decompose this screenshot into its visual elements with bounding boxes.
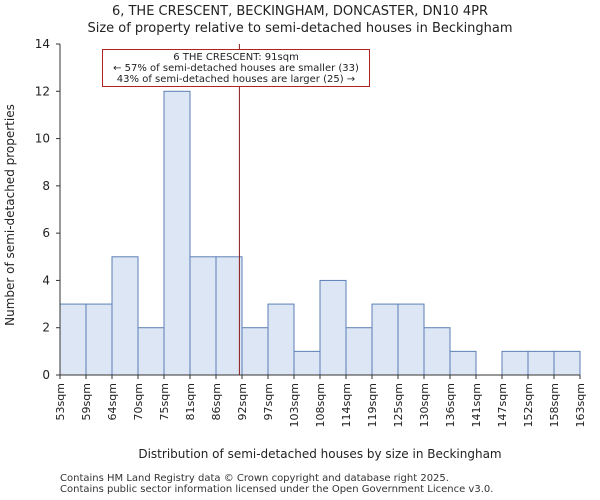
bar-130sqm bbox=[423, 327, 451, 376]
x-tick-label: 130sqm bbox=[418, 383, 431, 427]
x-tick-label: 92sqm bbox=[236, 383, 249, 420]
bar-158sqm bbox=[553, 350, 581, 376]
bar-119sqm bbox=[371, 303, 399, 376]
bar-108sqm bbox=[319, 279, 347, 376]
property-annotation-box: 6 THE CRESCENT: 91sqm ← 57% of semi-deta… bbox=[102, 49, 370, 87]
x-tick-label: 53sqm bbox=[54, 383, 67, 420]
x-tick-label: 125sqm bbox=[392, 383, 405, 427]
x-tick-label: 97sqm bbox=[262, 383, 275, 420]
x-tick-label: 158sqm bbox=[548, 383, 561, 427]
x-tick-label: 75sqm bbox=[158, 383, 171, 420]
bar-64sqm bbox=[111, 256, 139, 376]
annotation-line2: ← 57% of semi-detached houses are smalle… bbox=[113, 63, 359, 74]
x-tick-label: 114sqm bbox=[340, 383, 353, 427]
y-tick-label: 8 bbox=[42, 179, 50, 193]
bar-136sqm bbox=[449, 350, 477, 376]
bar-125sqm bbox=[397, 303, 425, 376]
x-tick-label: 108sqm bbox=[314, 383, 327, 427]
x-tick-label: 152sqm bbox=[522, 383, 535, 427]
x-tick-label: 64sqm bbox=[106, 383, 119, 420]
x-tick-label: 147sqm bbox=[496, 383, 509, 427]
x-tick-label: 136sqm bbox=[444, 383, 457, 427]
x-tick-label: 163sqm bbox=[574, 383, 587, 427]
x-axis-label: Distribution of semi-detached houses by … bbox=[138, 447, 501, 461]
y-tick-label: 4 bbox=[42, 273, 50, 287]
x-tick-label: 70sqm bbox=[132, 383, 145, 420]
y-tick-label: 14 bbox=[35, 37, 50, 51]
bar-114sqm bbox=[345, 327, 373, 376]
footer-line2: Contains public sector information licen… bbox=[60, 484, 494, 495]
annotation-line1: 6 THE CRESCENT: 91sqm bbox=[173, 52, 299, 63]
bar-59sqm bbox=[85, 303, 113, 376]
bar-92sqm bbox=[241, 327, 269, 376]
bar-70sqm bbox=[137, 327, 165, 376]
bar-152sqm bbox=[527, 350, 555, 376]
y-tick-label: 0 bbox=[42, 368, 50, 382]
y-tick-label: 6 bbox=[42, 226, 50, 240]
x-tick-label: 141sqm bbox=[470, 383, 483, 427]
bar-147sqm bbox=[501, 350, 529, 376]
x-tick-label: 119sqm bbox=[366, 383, 379, 427]
x-tick-label: 81sqm bbox=[184, 383, 197, 420]
x-tick-label: 103sqm bbox=[288, 383, 301, 427]
bar-53sqm bbox=[59, 303, 87, 376]
x-tick-label: 59sqm bbox=[80, 383, 93, 420]
bar-86sqm bbox=[215, 256, 243, 376]
annotation-line3: 43% of semi-detached houses are larger (… bbox=[116, 74, 356, 85]
bar-97sqm bbox=[267, 303, 295, 376]
y-axis-label: Number of semi-detached properties bbox=[3, 104, 17, 326]
bar-103sqm bbox=[293, 350, 321, 376]
bar-75sqm bbox=[163, 90, 191, 376]
x-tick-label: 86sqm bbox=[210, 383, 223, 420]
y-tick-label: 12 bbox=[35, 84, 50, 98]
chart-title-line2: Size of property relative to semi-detach… bbox=[87, 21, 513, 36]
footer-line1: Contains HM Land Registry data © Crown c… bbox=[60, 473, 449, 484]
y-tick-label: 2 bbox=[42, 321, 50, 335]
y-tick-label: 10 bbox=[35, 132, 50, 146]
chart-title-line1: 6, THE CRESCENT, BECKINGHAM, DONCASTER, … bbox=[111, 4, 489, 19]
bar-81sqm bbox=[189, 256, 217, 376]
